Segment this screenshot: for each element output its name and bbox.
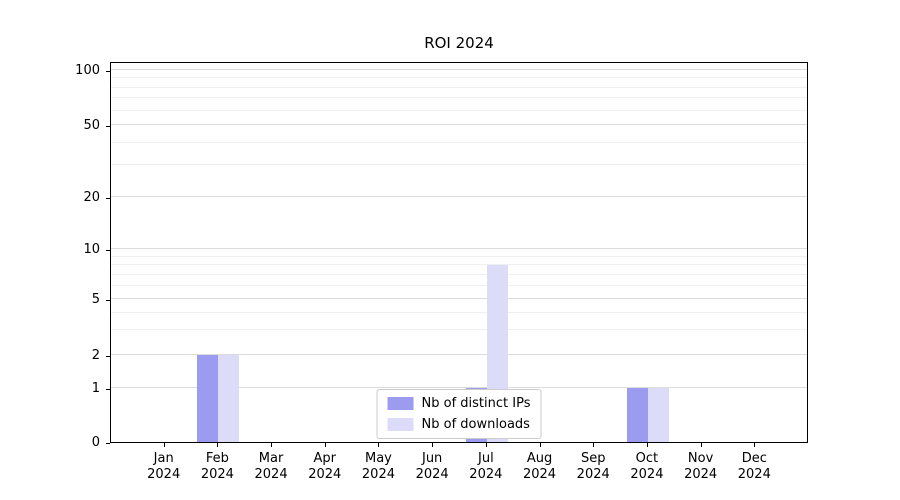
x-tick-mark: [539, 443, 541, 447]
legend-item: Nb of downloads: [387, 417, 531, 432]
minor-gridline: [111, 284, 807, 286]
x-tick-mark: [163, 443, 165, 447]
y-tick-mark: [106, 443, 110, 444]
bar-nb-of-downloads-feb: [218, 355, 240, 442]
plot-area: Nb of distinct IPs Nb of downloads: [110, 62, 808, 443]
x-tick-mark: [754, 443, 756, 447]
major-gridline: [111, 354, 807, 355]
legend-swatch-nb-of-distinct-ips: [387, 397, 414, 410]
legend-label: Nb of downloads: [421, 417, 530, 432]
major-gridline: [111, 387, 807, 388]
major-gridline: [111, 69, 807, 70]
x-tick-mark: [271, 443, 273, 447]
major-gridline: [111, 196, 807, 197]
y-tick-mark: [106, 356, 110, 357]
x-tick-mark: [700, 443, 702, 447]
minor-gridline: [111, 164, 807, 166]
minor-gridline: [111, 141, 807, 143]
minor-gridline: [111, 77, 807, 79]
bar-nb-of-distinct-ips-feb: [197, 355, 219, 442]
x-tick-label: Nov 2024: [684, 451, 718, 482]
x-tick-label: Oct 2024: [630, 451, 664, 482]
x-tick-label: Jun 2024: [415, 451, 449, 482]
legend-item: Nb of distinct IPs: [387, 396, 531, 411]
y-tick-label: 0: [91, 435, 100, 450]
y-tick-mark: [106, 71, 110, 72]
x-tick-mark: [593, 443, 595, 447]
x-tick-mark: [432, 443, 434, 447]
minor-gridline: [111, 273, 807, 275]
y-tick-label: 10: [83, 242, 100, 257]
y-tick-label: 20: [83, 190, 100, 205]
x-tick-label: Jan 2024: [147, 451, 181, 482]
minor-gridline: [111, 109, 807, 111]
y-tick-mark: [106, 198, 110, 199]
minor-gridline: [111, 264, 807, 266]
y-tick-mark: [106, 250, 110, 251]
minor-gridline: [111, 329, 807, 331]
minor-gridline: [111, 311, 807, 313]
x-tick-label: Feb 2024: [200, 451, 234, 482]
major-gridline: [111, 124, 807, 125]
x-tick-mark: [324, 443, 326, 447]
chart-title: ROI 2024: [424, 34, 494, 52]
y-tick-label: 1: [91, 381, 100, 396]
minor-gridline: [111, 86, 807, 88]
major-gridline: [111, 248, 807, 249]
x-tick-label: Aug 2024: [522, 451, 557, 482]
x-tick-label: Mar 2024: [254, 451, 288, 482]
x-tick-label: May 2024: [361, 451, 395, 482]
x-tick-mark: [646, 443, 648, 447]
y-tick-label: 5: [91, 292, 100, 307]
x-tick-mark: [217, 443, 219, 447]
legend-label: Nb of distinct IPs: [421, 396, 531, 411]
bar-nb-of-distinct-ips-oct: [626, 388, 648, 442]
major-gridline: [111, 298, 807, 299]
y-tick-mark: [106, 389, 110, 390]
y-tick-label: 2: [91, 348, 100, 363]
x-tick-mark: [378, 443, 380, 447]
x-tick-label: Apr 2024: [308, 451, 342, 482]
x-tick-label: Dec 2024: [737, 451, 771, 482]
bar-nb-of-downloads-oct: [647, 388, 669, 442]
x-tick-mark: [485, 443, 487, 447]
legend: Nb of distinct IPs Nb of downloads: [376, 389, 542, 439]
x-tick-label: Jul 2024: [469, 451, 503, 482]
y-tick-mark: [106, 300, 110, 301]
legend-swatch-nb-of-downloads: [387, 418, 414, 431]
x-tick-label: Sep 2024: [576, 451, 610, 482]
y-tick-label: 50: [83, 118, 100, 133]
minor-gridline: [111, 97, 807, 99]
y-tick-mark: [106, 126, 110, 127]
y-tick-label: 100: [75, 63, 100, 78]
minor-gridline: [111, 255, 807, 257]
